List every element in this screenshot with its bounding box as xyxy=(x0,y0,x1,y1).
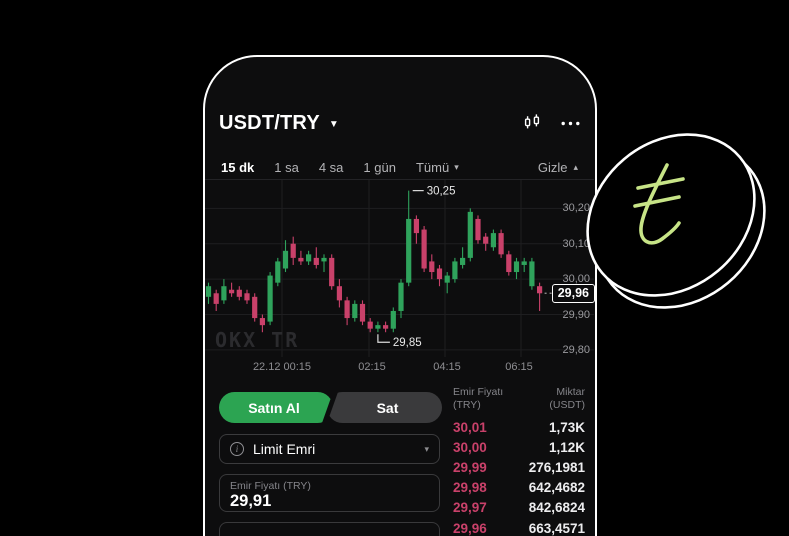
last-price-value: 29,96 xyxy=(557,285,589,300)
time-tick: 22.12 00:15 xyxy=(252,361,312,373)
divider xyxy=(205,179,594,180)
time-axis: 22.12 00:15 02:15 04:15 06:15 xyxy=(205,361,594,377)
time-tick: 06:15 xyxy=(505,361,533,373)
pair-selector[interactable]: USDT/TRY ▼ xyxy=(219,112,339,135)
coin-face xyxy=(586,133,756,297)
time-tick: 04:15 xyxy=(433,361,461,373)
lira-coin-illustration xyxy=(586,133,766,309)
phone-mockup: USDT/TRY ▼ xyxy=(203,55,597,536)
timeframe-tab-1-gün[interactable]: 1 gün xyxy=(363,159,396,175)
ask-price: 30,00 xyxy=(453,439,487,455)
order-type-label: Limit Emri xyxy=(253,441,316,457)
order-price-label: Emir Fiyatı (TRY) xyxy=(230,480,311,492)
orderbook-row[interactable]: 30,00 1,12K xyxy=(453,437,585,457)
ask-amount: 1,12K xyxy=(548,439,585,455)
ask-price: 30,01 xyxy=(453,419,487,435)
orderbook-amount-header: Miktar xyxy=(556,386,585,398)
ask-amount: 1,73K xyxy=(548,419,585,435)
ask-amount: 276,1981 xyxy=(528,459,585,475)
price-tick: 29,90 xyxy=(562,308,590,321)
chevron-up-icon: ▴ xyxy=(573,161,578,172)
orderbook-row[interactable]: 30,01 1,73K xyxy=(453,417,585,437)
orderbook-price-unit: (TRY) xyxy=(453,399,481,411)
candlestick-chart-icon[interactable] xyxy=(522,113,542,133)
hide-label: Gizle xyxy=(537,159,568,175)
okx-tr-watermark: OKX TR xyxy=(215,328,300,352)
sell-button[interactable]: Sat xyxy=(327,392,442,423)
hide-chart-toggle[interactable]: Gizle ▴ xyxy=(538,160,578,175)
app-header: USDT/TRY ▼ xyxy=(205,103,594,143)
orderbook-price-header: Emir Fiyatı xyxy=(453,386,504,398)
ask-amount: 663,4571 xyxy=(528,520,585,536)
price-tick: 30,20 xyxy=(562,202,590,215)
orderbook-row[interactable]: 29,97 842,6824 xyxy=(453,498,585,518)
candlestick-canvas[interactable]: 30,25 29,85 xyxy=(205,180,594,357)
info-icon: i xyxy=(230,442,244,456)
order-price-input[interactable]: Emir Fiyatı (TRY) 29,91 xyxy=(219,474,440,512)
orderbook-row[interactable]: 29,96 663,4571 xyxy=(453,518,585,536)
trading-app-screen: USDT/TRY ▼ xyxy=(205,57,595,536)
chevron-down-icon: ▼ xyxy=(328,118,339,130)
timeframe-tab-4-sa[interactable]: 4 sa xyxy=(318,159,344,175)
ask-amount: 842,6824 xyxy=(528,500,585,516)
lira-symbol-icon xyxy=(633,163,685,245)
pair-title: USDT/TRY xyxy=(219,111,320,134)
ask-price: 29,99 xyxy=(453,459,487,475)
timeframe-tab-15-dk[interactable]: 15 dk xyxy=(221,159,255,175)
orderbook-header: Emir Fiyatı (TRY) Miktar (USDT) xyxy=(453,386,585,412)
orderbook-amount-unit: (USDT) xyxy=(549,399,585,411)
time-tick: 02:15 xyxy=(358,361,386,373)
orderbook-row[interactable]: 29,98 642,4682 xyxy=(453,478,585,498)
ask-amount: 642,4682 xyxy=(528,480,585,496)
chevron-down-icon: ▾ xyxy=(454,161,459,172)
order-amount-input[interactable] xyxy=(219,522,440,536)
svg-text:29,85: 29,85 xyxy=(393,337,422,349)
timeframe-tabs: 15 dk 1 sa 4 sa 1 gün Tümü ▾ xyxy=(221,160,459,175)
chevron-down-icon: ▾ xyxy=(424,443,429,454)
ask-price: 29,96 xyxy=(453,520,487,536)
timeframe-bar: 15 dk 1 sa 4 sa 1 gün Tümü ▾ Gizle ▴ xyxy=(205,155,594,179)
price-tick: 29,80 xyxy=(562,343,590,356)
ask-price: 29,97 xyxy=(453,500,487,516)
svg-text:30,25: 30,25 xyxy=(427,186,456,198)
price-tick: 30,00 xyxy=(562,273,590,286)
order-price-value: 29,91 xyxy=(230,492,272,510)
buy-button[interactable]: Satın Al xyxy=(219,392,333,423)
last-price-tag: 29,96 xyxy=(551,283,595,303)
more-options-icon[interactable] xyxy=(561,121,580,126)
timeframe-tab-tümü[interactable]: Tümü ▾ xyxy=(415,159,459,175)
timeframe-tab-1-sa[interactable]: 1 sa xyxy=(274,159,299,175)
orderbook: Emir Fiyatı (TRY) Miktar (USDT) 30,01 1,7… xyxy=(453,386,585,536)
price-chart[interactable]: 30,25 29,85 OKX TR 30,20 30,10 30,00 29,90 29… xyxy=(205,180,595,357)
orderbook-row[interactable]: 29,99 276,1981 xyxy=(453,457,585,477)
price-tick: 30,10 xyxy=(562,237,590,250)
ask-price: 29,98 xyxy=(453,480,487,496)
order-type-select[interactable]: i Limit Emri ▾ xyxy=(219,434,440,464)
